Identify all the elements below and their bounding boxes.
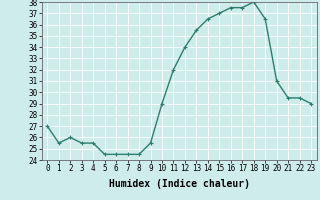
X-axis label: Humidex (Indice chaleur): Humidex (Indice chaleur) [109,179,250,189]
